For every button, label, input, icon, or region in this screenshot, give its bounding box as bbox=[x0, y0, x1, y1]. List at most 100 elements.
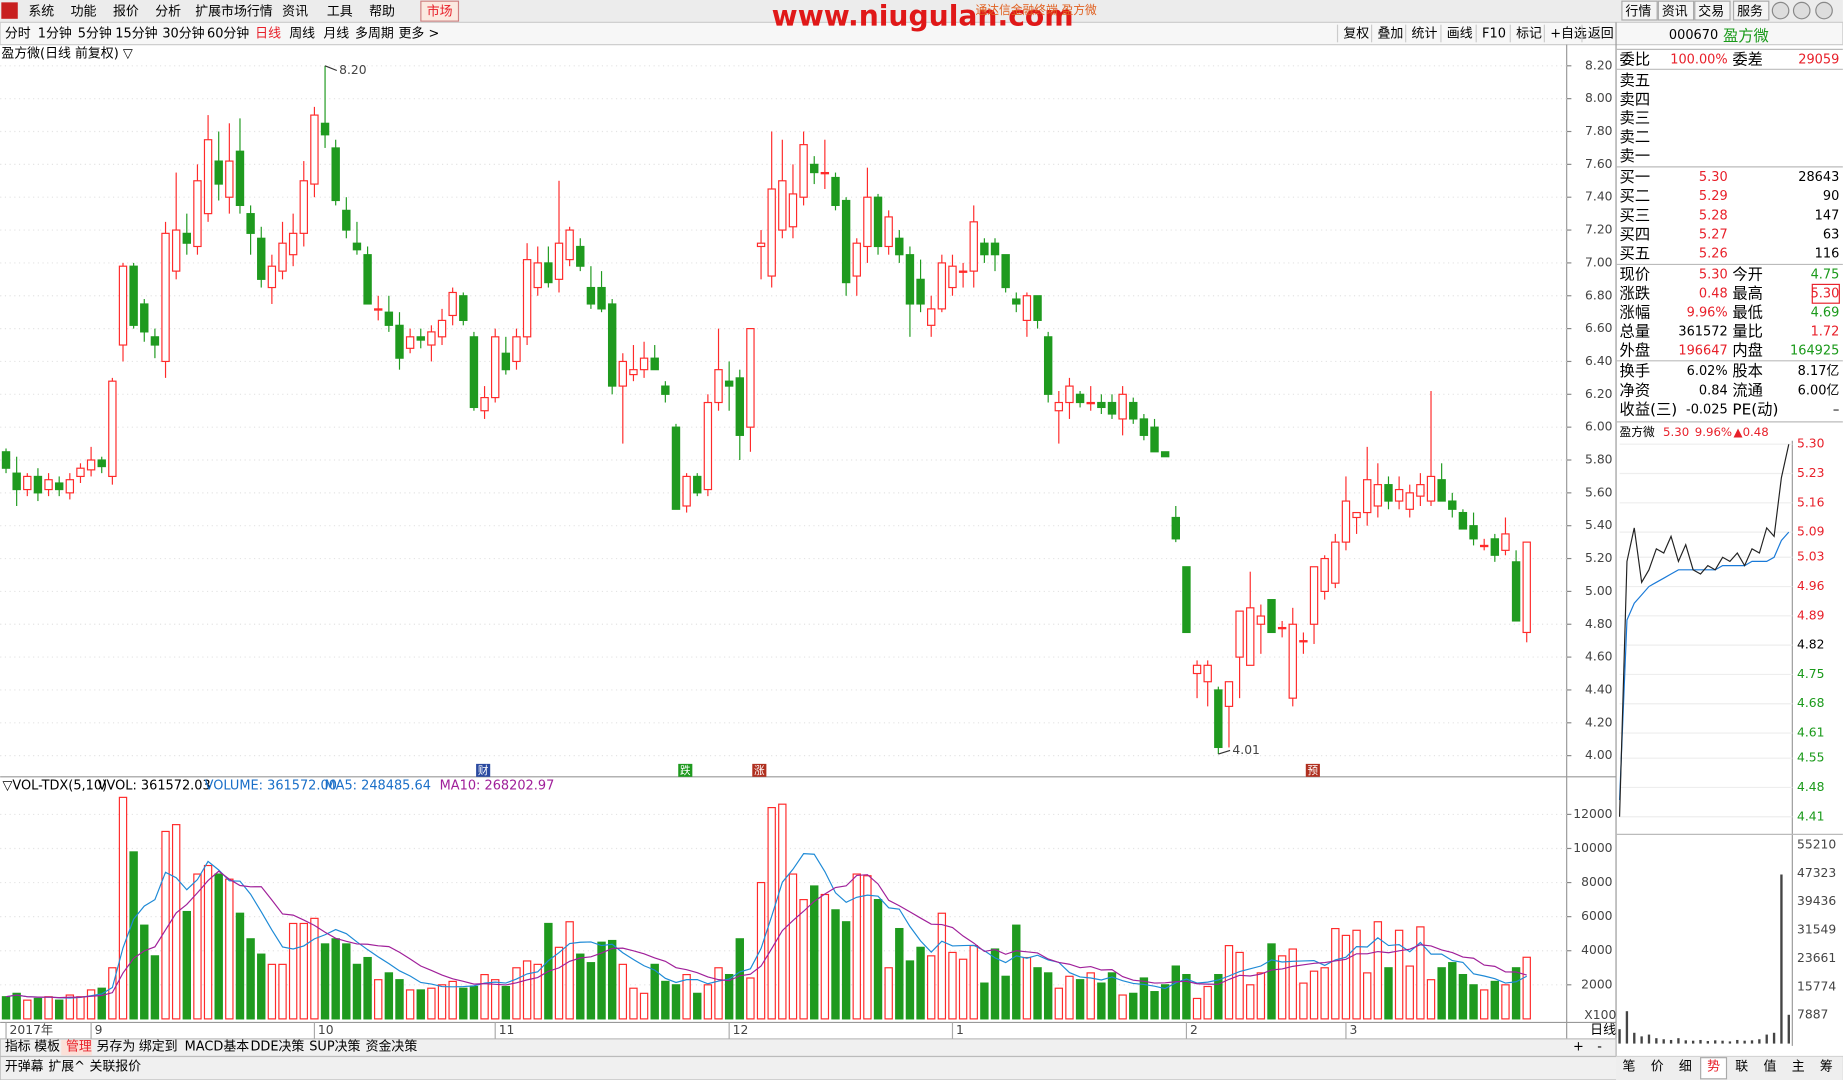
volume-bar bbox=[1, 996, 11, 1020]
candle-body bbox=[831, 176, 840, 207]
tool-button[interactable]: 复权 bbox=[1343, 26, 1369, 42]
side-tab[interactable]: 价 bbox=[1651, 1060, 1664, 1075]
tab[interactable]: 模板 bbox=[34, 1040, 60, 1055]
menu-item[interactable]: 帮助 bbox=[369, 4, 395, 19]
side-tab[interactable]: 筹 bbox=[1820, 1059, 1833, 1075]
period-tab[interactable]: 月线 bbox=[323, 27, 349, 42]
tab[interactable]: MACD基本 bbox=[185, 1040, 250, 1055]
tool-button[interactable]: 画线 bbox=[1447, 27, 1473, 42]
tab[interactable]: DDE决策 bbox=[250, 1039, 304, 1055]
event-label[interactable]: 财 bbox=[478, 764, 489, 777]
menu-button[interactable] bbox=[1657, 0, 1695, 21]
period-tab[interactable]: 1分钟 bbox=[38, 26, 72, 42]
period-tab[interactable]: 5分钟 bbox=[78, 26, 112, 42]
period-tab[interactable]: 分时 bbox=[5, 27, 31, 42]
status-item[interactable]: 关联报价 bbox=[89, 1060, 141, 1075]
side-tab[interactable]: 细 bbox=[1679, 1060, 1692, 1075]
market-tab[interactable] bbox=[420, 0, 460, 22]
y-tick-label: 7.60 bbox=[1585, 157, 1613, 171]
volume-bar bbox=[1246, 984, 1255, 1020]
logo bbox=[1, 2, 18, 19]
period-tab[interactable]: 60分钟 bbox=[207, 26, 249, 42]
stat-value: 6.00亿 bbox=[1798, 383, 1840, 398]
zoom-in[interactable]: + bbox=[1573, 1040, 1584, 1055]
tool-button[interactable]: 叠加 bbox=[1377, 27, 1403, 42]
menu-button-label[interactable]: 服务 bbox=[1737, 3, 1763, 19]
event-label[interactable]: 涨 bbox=[754, 765, 765, 777]
stat-label: 外盘 bbox=[1620, 342, 1651, 360]
ask-label: 卖四 bbox=[1620, 90, 1651, 108]
volume-bar bbox=[225, 878, 234, 1020]
tab[interactable]: SUP决策 bbox=[309, 1039, 360, 1055]
tool-button[interactable]: +自选 bbox=[1550, 27, 1587, 42]
menu-item[interactable]: 系统 bbox=[28, 4, 54, 19]
side-tab[interactable]: 势 bbox=[1707, 1059, 1720, 1075]
period-tab[interactable]: 更多 > bbox=[399, 27, 440, 42]
candle-body bbox=[203, 139, 213, 215]
menu-button-label[interactable]: 交易 bbox=[1698, 3, 1724, 19]
menu-item[interactable]: 资讯 bbox=[282, 4, 308, 19]
menu-item[interactable]: 分析 bbox=[155, 4, 181, 19]
menu-item[interactable]: 扩展市场行情 bbox=[195, 3, 273, 19]
menu-item[interactable]: 功能 bbox=[71, 4, 97, 19]
intraday-tick-label: 5.03 bbox=[1797, 550, 1824, 564]
maximize-button[interactable] bbox=[1792, 1, 1811, 20]
side-tab[interactable]: 联 bbox=[1735, 1060, 1748, 1075]
menu-button[interactable] bbox=[1621, 0, 1658, 21]
tool-button[interactable]: F10 bbox=[1482, 27, 1506, 42]
intraday-volume-tick: 23661 bbox=[1797, 951, 1836, 965]
event-marker[interactable] bbox=[678, 763, 693, 777]
watermark: www.niugulan.com bbox=[772, 0, 1074, 33]
period-tab[interactable]: 日线 bbox=[255, 27, 281, 42]
tab[interactable]: 另存为 bbox=[97, 1040, 136, 1055]
volume-bar bbox=[1097, 982, 1106, 1020]
candle-body bbox=[1171, 516, 1180, 540]
event-marker[interactable] bbox=[1305, 763, 1320, 777]
close-button[interactable] bbox=[1815, 1, 1833, 20]
minimize-button[interactable] bbox=[1771, 1, 1790, 20]
menu-button-label[interactable]: 行情 bbox=[1625, 4, 1651, 19]
menu-button[interactable] bbox=[1694, 0, 1731, 21]
side-tab[interactable]: 笔 bbox=[1623, 1059, 1636, 1075]
tab[interactable]: 绑定到 bbox=[139, 1040, 178, 1055]
menu-button-label[interactable]: 资讯 bbox=[1662, 4, 1688, 19]
tool-button[interactable]: 统计 bbox=[1412, 27, 1438, 42]
candle-body bbox=[427, 331, 436, 346]
period-tab[interactable]: 周线 bbox=[289, 27, 315, 42]
tab[interactable]: 管理 bbox=[66, 1040, 92, 1055]
stat-value: 4.75 bbox=[1811, 267, 1840, 282]
tool-button[interactable]: 标记 bbox=[1516, 27, 1542, 42]
event-marker[interactable] bbox=[752, 763, 767, 777]
event-label[interactable]: 预 bbox=[1308, 765, 1319, 777]
volume-tick-label: 10000 bbox=[1573, 841, 1612, 855]
volume-bar bbox=[607, 939, 617, 1020]
menu-item[interactable]: 报价 bbox=[113, 4, 139, 19]
volume-bar bbox=[363, 956, 372, 1020]
status-item[interactable]: 扩展^ bbox=[48, 1060, 85, 1075]
side-tab[interactable]: 主 bbox=[1792, 1060, 1805, 1075]
period-tab[interactable]: 15分钟 bbox=[115, 26, 157, 42]
volume-bar bbox=[788, 873, 798, 1020]
tab[interactable]: 指标 bbox=[5, 1040, 31, 1055]
side-tab[interactable]: 值 bbox=[1764, 1059, 1777, 1075]
market-label[interactable]: 市场 bbox=[427, 3, 453, 19]
menu-button[interactable] bbox=[1732, 0, 1770, 21]
zoom-out[interactable]: - bbox=[1597, 1040, 1602, 1055]
status-item[interactable]: 开弹幕 bbox=[5, 1060, 44, 1075]
candle-body bbox=[554, 242, 564, 280]
candle-body bbox=[661, 385, 670, 395]
volume-bar bbox=[129, 851, 138, 1020]
stat-value: -0.025 bbox=[1686, 403, 1728, 418]
event-marker[interactable] bbox=[476, 763, 491, 777]
period-tab[interactable]: 30分钟 bbox=[162, 26, 204, 42]
menu-item[interactable]: 工具 bbox=[327, 4, 353, 19]
event-label[interactable]: 跌 bbox=[680, 764, 691, 777]
volume-bar bbox=[395, 979, 404, 1020]
stat-label: 收益(三) bbox=[1620, 401, 1678, 419]
tab[interactable]: 资金决策 bbox=[366, 1039, 418, 1055]
candle-body bbox=[607, 303, 617, 387]
tool-button[interactable]: 返回 bbox=[1588, 27, 1614, 42]
volume-bar bbox=[23, 999, 32, 1020]
period-tab[interactable]: 多周期 bbox=[355, 27, 394, 42]
volume-bar bbox=[746, 977, 755, 1020]
